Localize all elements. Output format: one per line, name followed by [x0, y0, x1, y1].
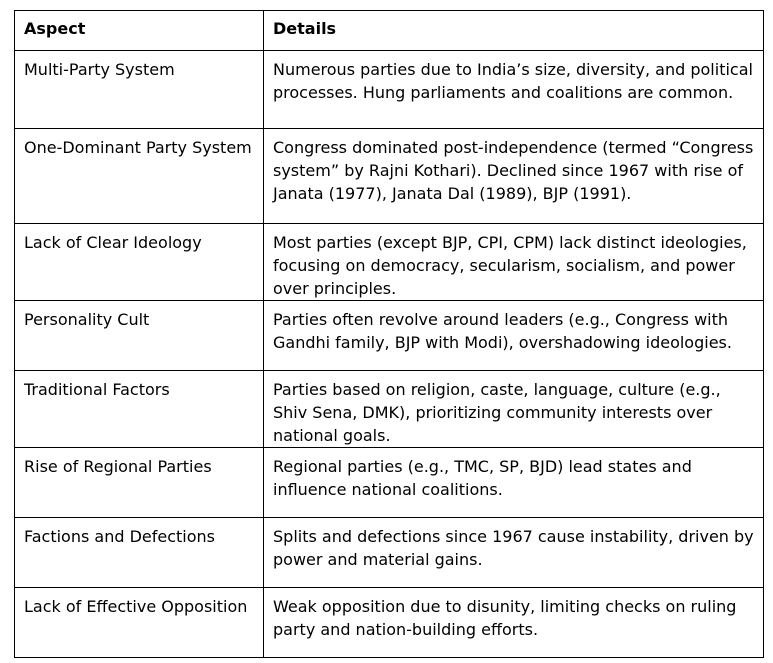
aspect-cell: Lack of Effective Opposition — [14, 587, 264, 658]
aspect-cell: Personality Cult — [14, 300, 264, 371]
aspect-cell: Factions and Defections — [14, 517, 264, 588]
table-header-row: Aspect Details — [14, 10, 764, 51]
details-cell: Weak opposition due to disunity, limitin… — [263, 587, 764, 658]
aspect-cell: Multi-Party System — [14, 50, 264, 129]
details-cell: Parties often revolve around leaders (e.… — [263, 300, 764, 371]
aspect-cell: Traditional Factors — [14, 370, 264, 448]
table-row: Rise of Regional Parties Regional partie… — [14, 447, 764, 518]
table-row: One-Dominant Party System Congress domin… — [14, 128, 764, 224]
header-aspect: Aspect — [14, 10, 264, 51]
details-cell: Splits and defections since 1967 cause i… — [263, 517, 764, 588]
details-cell: Congress dominated post-independence (te… — [263, 128, 764, 224]
aspect-cell: Rise of Regional Parties — [14, 447, 264, 518]
table-row: Lack of Clear Ideology Most parties (exc… — [14, 223, 764, 301]
table-row: Traditional Factors Parties based on rel… — [14, 370, 764, 448]
table-row: Lack of Effective Opposition Weak opposi… — [14, 587, 764, 658]
table-row: Personality Cult Parties often revolve a… — [14, 300, 764, 371]
details-cell: Most parties (except BJP, CPI, CPM) lack… — [263, 223, 764, 301]
table-row: Multi-Party System Numerous parties due … — [14, 50, 764, 129]
table-row: Factions and Defections Splits and defec… — [14, 517, 764, 588]
aspect-cell: One-Dominant Party System — [14, 128, 264, 224]
party-system-table: Aspect Details Multi-Party System Numero… — [14, 10, 764, 658]
details-cell: Parties based on religion, caste, langua… — [263, 370, 764, 448]
details-cell: Numerous parties due to India’s size, di… — [263, 50, 764, 129]
details-cell: Regional parties (e.g., TMC, SP, BJD) le… — [263, 447, 764, 518]
header-details: Details — [263, 10, 764, 51]
aspect-cell: Lack of Clear Ideology — [14, 223, 264, 301]
